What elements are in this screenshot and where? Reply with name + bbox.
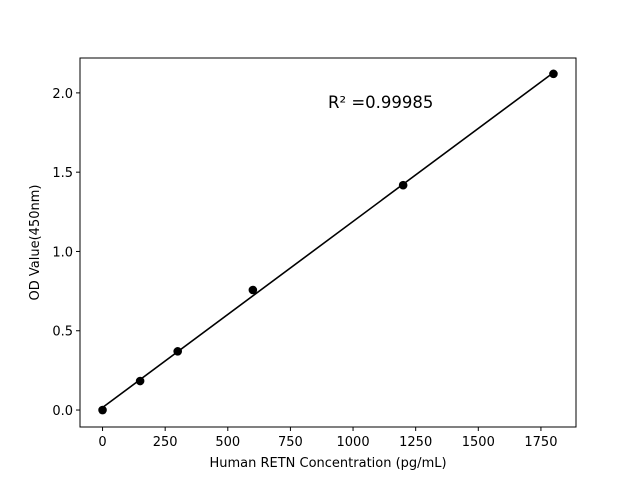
y-tick-label: 1.5 bbox=[52, 166, 73, 181]
data-point bbox=[135, 376, 145, 386]
x-tick-label: 250 bbox=[153, 435, 178, 450]
plot-frame bbox=[79, 57, 577, 428]
x-tick-label: 1000 bbox=[337, 435, 370, 450]
y-tick-label: 2.0 bbox=[52, 87, 73, 102]
x-tick-label: 1250 bbox=[399, 435, 432, 450]
y-tick-label: 0.0 bbox=[52, 404, 73, 419]
x-tick-label: 1750 bbox=[524, 435, 557, 450]
x-tick-label: 750 bbox=[278, 435, 303, 450]
data-point bbox=[98, 405, 107, 415]
x-tick-label: 1500 bbox=[462, 435, 495, 450]
data-point bbox=[398, 180, 408, 190]
data-point bbox=[248, 285, 258, 295]
data-point bbox=[549, 69, 558, 79]
data-point bbox=[173, 347, 182, 356]
r-squared-annotation: R² =0.99985 bbox=[328, 93, 433, 112]
x-tick-label: 500 bbox=[215, 435, 240, 450]
x-tick-label: 0 bbox=[98, 435, 106, 450]
y-axis-label: OD Value(450nm) bbox=[28, 185, 43, 301]
fit-line bbox=[102, 71, 554, 409]
x-axis-label: Human RETN Concentration (pg/mL) bbox=[209, 456, 446, 471]
y-tick-label: 0.5 bbox=[52, 325, 73, 340]
y-tick-label: 1.0 bbox=[52, 245, 73, 260]
